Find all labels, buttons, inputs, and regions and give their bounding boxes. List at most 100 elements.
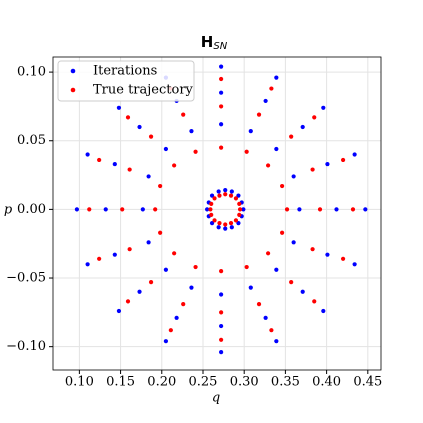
point [274,267,279,272]
plot-frame [52,56,382,371]
point [219,64,224,69]
point [127,247,132,252]
point [237,207,243,212]
y-tick-label: −0.10 [6,339,46,354]
point [310,247,315,252]
x-tick-label: 0.40 [312,375,341,390]
point [112,252,117,257]
point [209,201,214,206]
point [256,302,262,307]
point [216,225,221,230]
title-main: H [201,33,214,51]
point [85,152,90,157]
point [229,225,234,230]
point [256,112,262,117]
point [217,221,222,226]
point [219,90,224,95]
point [280,230,285,235]
point [219,323,224,329]
point [223,222,228,227]
point [291,240,296,245]
point [263,315,268,320]
point [189,129,194,134]
point [172,251,177,256]
point [236,193,241,198]
point [172,163,177,168]
point [350,207,356,212]
point [120,207,125,212]
x-tick-label: 0.30 [230,375,259,390]
point [297,207,302,212]
point [228,221,234,226]
point [233,196,239,201]
point [223,192,228,197]
point [223,188,228,193]
point [219,310,224,315]
point [174,315,179,320]
point [274,75,279,80]
point [181,112,186,117]
point [289,134,294,139]
y-tick-label: 0.00 [17,202,46,217]
legend: Iterations True trajectory [57,60,195,102]
x-tick-label: 0.15 [106,375,135,390]
point [153,207,158,212]
point [334,207,339,212]
legend-marker [70,87,76,93]
point [112,161,117,167]
point [291,174,296,179]
point [274,339,279,344]
point [148,280,154,285]
y-tick-label: −0.05 [6,271,46,286]
y-tick-label: 0.10 [17,65,46,80]
point [244,264,249,270]
point [284,207,290,212]
y-axis-label: p [4,203,13,218]
point [219,76,224,82]
point [237,212,242,217]
x-axis-label: q [212,391,220,406]
point [205,207,210,212]
point [352,152,357,157]
x-tick-label: 0.10 [65,375,94,390]
point [317,207,323,212]
point [340,157,346,163]
point [274,146,279,152]
point [325,161,330,167]
point [116,105,122,110]
point [312,115,317,120]
point [193,264,198,270]
point [219,122,224,127]
legend-label: Iterations [93,64,157,79]
point [219,145,224,150]
point [163,267,169,272]
legend-label: True trajectory [93,83,194,98]
point [216,189,221,194]
point [289,280,294,285]
title-sub: SN [213,41,227,52]
point [125,299,131,304]
point [325,252,330,257]
point [158,230,163,235]
point [237,201,242,206]
point [244,149,249,154]
point [310,167,315,172]
point [233,218,239,223]
point [158,183,163,189]
point [248,285,253,290]
point [265,163,271,168]
point [363,207,368,212]
point [219,104,224,109]
point [137,124,142,130]
point [321,105,326,110]
point [193,149,198,154]
point [137,289,142,294]
point [236,221,241,226]
legend-marker [70,68,76,74]
point [352,262,357,267]
point [140,207,145,212]
x-tick-label: 0.20 [147,375,176,390]
point [300,124,305,130]
y-tick-label: 0.05 [17,133,46,148]
